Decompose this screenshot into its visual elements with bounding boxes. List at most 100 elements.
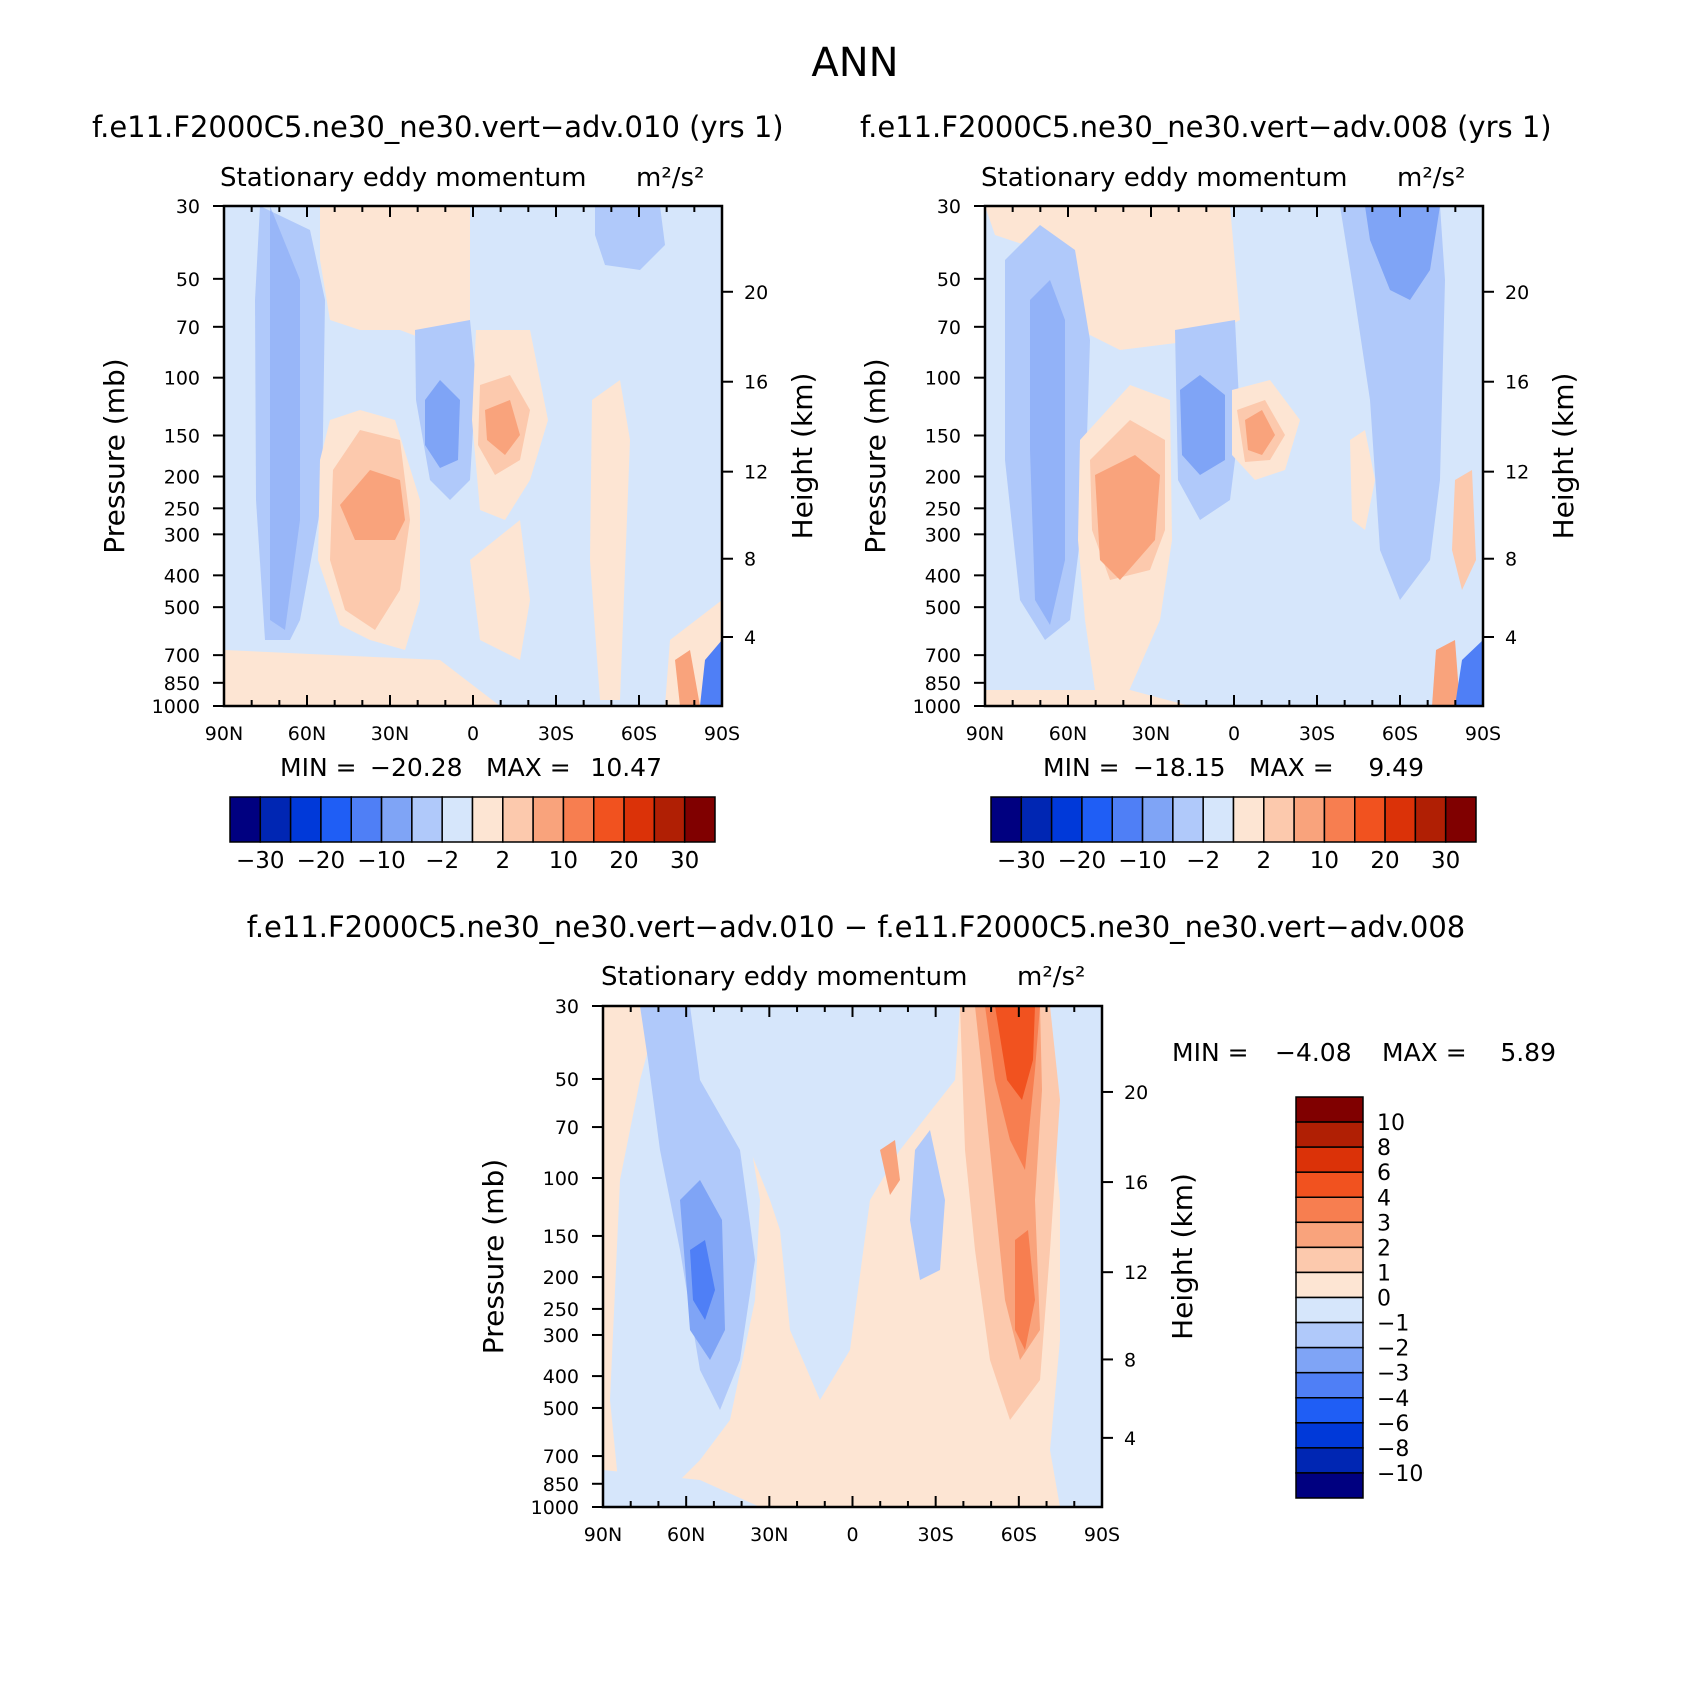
colorbar-label: −30 <box>997 848 1046 874</box>
colorbar-swatch <box>1414 796 1447 843</box>
left-min-label: MIN = <box>280 753 357 782</box>
colorbar-label: 30 <box>670 848 699 874</box>
x-tick-label: 90N <box>966 723 1004 745</box>
y-tick-label: 50 <box>176 269 200 291</box>
y-tick-label: 300 <box>164 524 200 546</box>
y-tick-label: 100 <box>164 368 200 390</box>
colorbar-swatch <box>562 796 595 843</box>
y-tick-label: 1000 <box>531 1497 579 1519</box>
x-tick-label: 60N <box>288 723 326 745</box>
left-max-label: MAX = <box>486 753 571 782</box>
left-positive-region <box>590 380 630 700</box>
left-units: m²/s² <box>636 163 704 193</box>
diff-units: m²/s² <box>1017 962 1085 992</box>
y-tick-label: 200 <box>164 467 200 489</box>
y-tick-label: 400 <box>543 1366 579 1388</box>
x-tick-label: 30S <box>1299 723 1335 745</box>
colorbar-swatch <box>1295 1121 1364 1148</box>
left-panel: Stationary eddy momentum m²/s² 90N 60N 30N… <box>98 163 819 874</box>
left-negative-core <box>700 640 722 706</box>
right-positive-mid <box>1452 470 1476 590</box>
colorbar-swatch <box>471 796 504 843</box>
colorbar-swatch <box>1295 1397 1364 1424</box>
colorbar-swatch <box>1202 796 1235 843</box>
y-tick-label: 30 <box>176 196 200 218</box>
y-right-tick-label: 12 <box>744 462 768 484</box>
colorbar-swatch <box>1295 1321 1364 1349</box>
colorbar-swatch <box>623 796 656 843</box>
y-tick-label: 250 <box>543 1299 579 1321</box>
colorbar-swatch <box>502 796 534 843</box>
colorbar-label: 3 <box>1377 1211 1391 1236</box>
colorbar-label: −20 <box>297 848 346 874</box>
colorbar-swatch <box>1141 796 1174 843</box>
y-tick-label: 700 <box>164 645 200 667</box>
diff-axes: 90N 60N 30N 0 30S 60S 90S 30 50 70 100 150 200 250 300… <box>477 996 1199 1546</box>
right-max-label: MAX = <box>1249 753 1334 782</box>
colorbar-swatch <box>1293 796 1326 843</box>
colorbar-swatch <box>1354 796 1386 843</box>
right-contour-field <box>985 206 1483 706</box>
y-right-axis-title: Height (km) <box>1547 373 1580 540</box>
colorbar-swatch <box>1384 796 1417 843</box>
right-positive-core <box>1245 410 1275 455</box>
colorbar-swatch <box>593 796 625 843</box>
diff-positive-high <box>1015 1230 1035 1350</box>
left-positive-region <box>320 206 470 345</box>
left-panel-title: f.e11.F2000C5.ne30_ne30.vert−adv.010 (yr… <box>92 110 784 144</box>
y-tick-label: 30 <box>555 996 579 1018</box>
colorbar-swatch <box>289 796 322 843</box>
right-negative-core <box>1030 280 1065 625</box>
y-right-tick-label: 4 <box>744 627 756 649</box>
right-negative-region <box>1340 206 1445 600</box>
y-tick-label: 400 <box>925 565 961 587</box>
x-tick-label: 0 <box>846 1524 858 1546</box>
right-positive-core <box>1432 640 1460 706</box>
y-right-tick-label: 16 <box>1505 372 1529 394</box>
y-tick-label: 400 <box>164 565 200 587</box>
x-tick-label: 90N <box>205 723 243 745</box>
y-tick-label: 70 <box>937 317 961 339</box>
y-axis-title: Pressure (mb) <box>477 1159 510 1354</box>
right-min-value: −18.15 <box>1133 753 1226 782</box>
y-tick-label: 250 <box>925 498 961 520</box>
right-units: m²/s² <box>1397 163 1465 193</box>
colorbar-label: 2 <box>1377 1236 1391 1261</box>
colorbar-swatch <box>1295 1447 1364 1474</box>
diff-negative-region <box>1045 1006 1102 1507</box>
y-tick-label: 150 <box>925 425 961 447</box>
y-right-tick-label: 16 <box>1124 1172 1148 1194</box>
colorbar-swatch <box>1263 796 1295 843</box>
colorbar-swatch <box>259 796 292 843</box>
x-tick-label: 90S <box>1084 1524 1120 1546</box>
left-positive-core <box>675 650 700 706</box>
colorbar-swatch <box>653 796 686 843</box>
page-title: ANN <box>811 40 898 86</box>
right-panel: Stationary eddy momentum m²/s² 90N 60N 30N… <box>859 163 1580 874</box>
y-tick-label: 250 <box>164 498 200 520</box>
x-tick-label: 60N <box>1049 723 1087 745</box>
y-tick-label: 700 <box>543 1446 579 1468</box>
y-right-tick-label: 8 <box>1124 1349 1136 1371</box>
colorbar-swatch <box>1050 796 1083 843</box>
left-positive-core <box>485 400 520 455</box>
right-min-label: MIN = <box>1043 753 1120 782</box>
right-negative-core <box>1365 206 1440 300</box>
colorbar-swatch <box>1295 1422 1364 1449</box>
y-tick-label: 300 <box>925 524 961 546</box>
colorbar-swatch <box>1295 1271 1364 1299</box>
colorbar-swatch <box>1295 1171 1364 1198</box>
colorbar-swatch <box>1295 1246 1364 1274</box>
colorbar-swatch <box>1295 1371 1364 1399</box>
colorbar-label: −4 <box>1377 1387 1409 1412</box>
y-right-tick-label: 4 <box>1505 627 1517 649</box>
colorbar-swatch <box>1295 1472 1364 1499</box>
colorbar-swatch <box>683 796 716 843</box>
x-tick-label: 90N <box>584 1524 622 1546</box>
right-max-value: 9.49 <box>1368 753 1424 782</box>
x-tick-label: 60S <box>621 723 657 745</box>
colorbar-label: 6 <box>1377 1161 1391 1186</box>
y-tick-label: 50 <box>555 1069 579 1091</box>
diff-panel: Stationary eddy momentum m²/s² 90N 60N 30N… <box>477 962 1556 1546</box>
